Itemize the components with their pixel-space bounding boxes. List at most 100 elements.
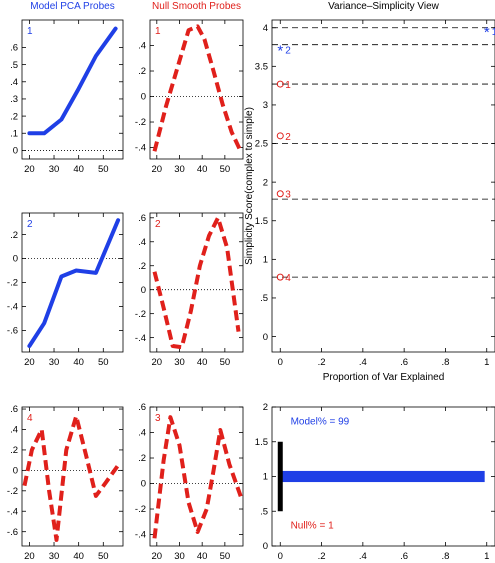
- y-tick-label: .3: [10, 94, 18, 105]
- y-tick-label: 0: [263, 332, 268, 343]
- y-tick-label: 0: [141, 285, 146, 296]
- panel-null-2: 20 30 40 50 -.4 -.2 0 .2 .4 .6 2: [135, 212, 244, 368]
- y-tick-label: 2: [263, 177, 268, 188]
- y-tick-label: -.6: [7, 326, 18, 337]
- circle-marker: [276, 132, 284, 140]
- y-tick-label: 0: [13, 466, 18, 477]
- x-tick-label: 50: [220, 164, 231, 175]
- x-axis-label: Proportion of Var Explained: [323, 372, 445, 383]
- y-tick-label: 4: [263, 23, 268, 34]
- y-tick-label: 3: [263, 100, 268, 111]
- x-tick-label: 20: [152, 164, 163, 175]
- star-marker: *: [484, 24, 490, 41]
- x-tick-label: 20: [24, 551, 35, 562]
- series-line: [152, 24, 243, 153]
- x-tick-label: 50: [220, 357, 231, 368]
- y-tick-label: .4: [138, 237, 146, 248]
- point-label: 2: [285, 132, 291, 143]
- series-line: [152, 415, 243, 539]
- x-tick-label: 50: [98, 551, 109, 562]
- y-tick-label: 1: [263, 472, 268, 483]
- panel-model-pc1: 20 30 40 50 0 .1 .2 .3 .4 .5 .6 1 Model PCA Probes: [10, 1, 124, 175]
- y-tick-label: .6: [10, 43, 18, 54]
- model-share-bar: [280, 470, 485, 483]
- y-tick-label: .1: [10, 128, 18, 139]
- panel-title: Model PCA Probes: [30, 1, 115, 12]
- x-tick-label: .4: [359, 551, 367, 562]
- panel-number-label: 3: [155, 413, 161, 424]
- x-tick-label: 0: [278, 357, 283, 368]
- panel-number-label: 4: [27, 413, 33, 424]
- x-tick-label: 40: [197, 164, 208, 175]
- y-tick-label: 1.5: [255, 437, 268, 448]
- panel-number-label: 2: [27, 219, 33, 230]
- y-tick-label: .4: [138, 41, 146, 52]
- axes-frame: [21, 406, 124, 547]
- y-tick-label: .2: [10, 230, 18, 241]
- x-tick-label: .8: [441, 551, 449, 562]
- y-tick-label: .2: [138, 453, 146, 464]
- y-tick-label: 2: [263, 402, 268, 413]
- model-share-label: Model% = 99: [291, 416, 350, 427]
- x-tick-label: 20: [24, 357, 35, 368]
- null-share-label: Null% = 1: [291, 521, 335, 532]
- point-label: 1: [492, 27, 495, 38]
- x-tick-label: 20: [24, 164, 35, 175]
- point-label: 3: [285, 190, 291, 201]
- x-tick-label: .8: [441, 357, 449, 368]
- y-tick-label: .2: [138, 66, 146, 77]
- x-tick-label: 40: [197, 551, 208, 562]
- x-tick-label: 0: [278, 551, 283, 562]
- x-tick-label: 30: [174, 164, 185, 175]
- series-line: [27, 26, 118, 136]
- panel-title: Null Smooth Probes: [152, 1, 241, 12]
- y-tick-label: -.4: [7, 506, 18, 517]
- x-tick-label: 20: [152, 357, 163, 368]
- x-tick-label: 50: [220, 551, 231, 562]
- panel-number-label: 1: [27, 26, 33, 37]
- y-tick-label: .5: [10, 60, 18, 71]
- y-tick-label: -.2: [135, 309, 146, 320]
- panel-model-pc4: 20 30 40 50 -.6 -.4 -.2 0 .2 .4 .6 4: [7, 404, 124, 562]
- y-tick-label: 0: [141, 92, 146, 103]
- x-tick-label: 30: [49, 164, 60, 175]
- axes-frame: [149, 406, 244, 547]
- star-marker: *: [277, 42, 283, 59]
- x-tick-label: 1: [484, 551, 489, 562]
- x-tick-label: .6: [400, 357, 408, 368]
- x-tick-label: .4: [359, 357, 367, 368]
- panel-number-label: 2: [155, 219, 161, 230]
- x-tick-label: 50: [98, 357, 109, 368]
- x-tick-label: 30: [49, 551, 60, 562]
- y-tick-label: -.4: [135, 333, 146, 344]
- y-tick-label: 0: [13, 254, 18, 265]
- y-tick-label: 0: [141, 479, 146, 490]
- x-tick-label: 40: [73, 164, 84, 175]
- y-tick-label: -.6: [7, 527, 18, 538]
- panel-null-3: 20 30 40 50 -.4 -.2 0 .2 .4 .6 3: [135, 402, 244, 562]
- x-tick-label: 1: [484, 357, 489, 368]
- y-tick-label: 1: [263, 255, 268, 266]
- y-axis-label: Simplicity Score(complex to simple): [244, 107, 255, 265]
- x-tick-label: .6: [400, 551, 408, 562]
- y-tick-label: .5: [260, 293, 268, 304]
- panel-title: Variance–Simplicity View: [328, 1, 440, 12]
- y-tick-label: -.2: [135, 117, 146, 128]
- point-label: 4: [285, 273, 291, 284]
- y-tick-label: .4: [10, 425, 18, 436]
- axes-frame: [149, 212, 244, 353]
- y-tick-label: -.4: [7, 302, 18, 313]
- axes-frame: [271, 19, 495, 353]
- y-tick-label: .6: [138, 402, 146, 413]
- x-tick-label: 40: [73, 551, 84, 562]
- circle-marker: [276, 190, 284, 198]
- y-tick-label: .6: [10, 404, 18, 415]
- y-tick-label: -.2: [135, 504, 146, 515]
- x-tick-label: 20: [152, 551, 163, 562]
- y-tick-label: 0: [263, 541, 268, 552]
- y-tick-label: .5: [260, 506, 268, 517]
- axes-frame: [149, 19, 244, 160]
- y-tick-label: -.2: [7, 278, 18, 289]
- x-tick-label: 50: [98, 164, 109, 175]
